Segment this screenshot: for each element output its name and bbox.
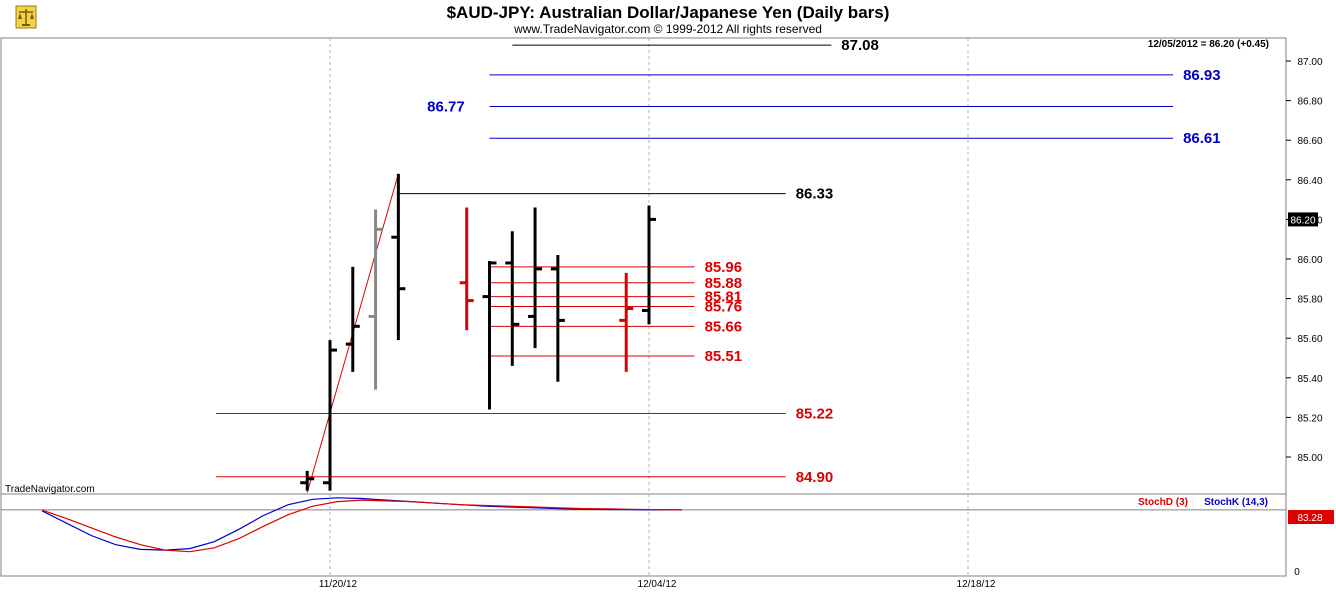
ohlc-bar: [323, 340, 337, 491]
level-label: 85.96: [705, 259, 743, 276]
watermark: TradeNavigator.com: [5, 484, 95, 495]
ohlc-bar: [345, 266, 360, 372]
y-tick-label: 86.60: [1297, 136, 1322, 147]
y-tick-label: 85.40: [1297, 374, 1322, 385]
level-layer: 87.08 86.93 86.77 86.61 86.33 85.9685.8885.81…: [216, 37, 1221, 486]
x-tick-label: 12/04/12: [638, 579, 677, 590]
ohlc-bar: [642, 205, 656, 325]
y-tick-label: 85.00: [1297, 453, 1322, 464]
level-label: 85.22: [796, 405, 834, 422]
bar-layer: [300, 173, 656, 491]
stochastic-layer: [1, 497, 1286, 553]
svg-text:86.20: 86.20: [1290, 215, 1315, 226]
x-tick-label: 11/20/12: [319, 579, 358, 590]
y-tick-label: 85.80: [1297, 295, 1322, 306]
y-tick-label: 86.80: [1297, 97, 1322, 108]
ohlc-bar: [368, 209, 383, 390]
level-label: 85.81: [705, 289, 743, 306]
level-label: 86.61: [1183, 130, 1221, 147]
level-label: 84.90: [796, 469, 834, 486]
stochk-line: [41, 497, 682, 551]
y-tick-label: 86.40: [1297, 176, 1322, 187]
level-label: 86.33: [796, 186, 834, 203]
ohlc-bar: [619, 272, 634, 372]
stoch-last-tag: 83.28: [1288, 510, 1334, 524]
chart-title: $AUD-JPY: Australian Dollar/Japanese Yen…: [447, 3, 890, 22]
stoch-panel-frame: [0, 493, 1287, 577]
level-label: 85.88: [705, 275, 743, 292]
y-axis: 85.00 85.20 85.40 85.60 85.80 86.00 86.20 86.40…: [1286, 57, 1323, 464]
copyright-text: www.TradeNavigator.com © 1999-2012 All r…: [513, 22, 822, 36]
ohlc-bar: [505, 231, 520, 366]
level-label: 87.08: [841, 37, 879, 54]
last-value-readout: 12/05/2012 = 86.20 (+0.45): [1148, 39, 1269, 50]
y-tick-label: 85.60: [1297, 334, 1322, 345]
y-tick-label: 85.20: [1297, 413, 1322, 424]
level-label: 85.76: [705, 299, 743, 316]
y-tick-label: 86.00: [1297, 255, 1322, 266]
x-axis: 11/20/12 12/04/12 12/18/12: [319, 579, 996, 590]
level-label: 85.51: [705, 348, 743, 365]
level-label: 85.66: [705, 318, 743, 335]
ohlc-bar: [528, 207, 543, 349]
ohlc-bar: [482, 260, 497, 410]
ohlc-bar: [300, 470, 315, 491]
scales-logo-icon: [15, 5, 37, 29]
stoch-axis-zero: 0: [1294, 567, 1300, 578]
ohlc-bar: [391, 173, 406, 341]
stochd-legend: StochD (3): [1138, 497, 1188, 508]
x-tick-label: 12/18/12: [957, 579, 996, 590]
ohlc-bar: [550, 255, 565, 382]
ohlc-bar: [459, 207, 474, 331]
level-label: 86.77: [427, 99, 465, 116]
y-tick-label: 87.00: [1297, 57, 1322, 68]
stochd-line: [41, 499, 683, 553]
stochk-legend: StochK (14,3): [1204, 497, 1268, 508]
last-price-tag: 86.20: [1288, 212, 1318, 227]
svg-text:83.28: 83.28: [1297, 513, 1322, 524]
level-label: 86.93: [1183, 67, 1221, 84]
